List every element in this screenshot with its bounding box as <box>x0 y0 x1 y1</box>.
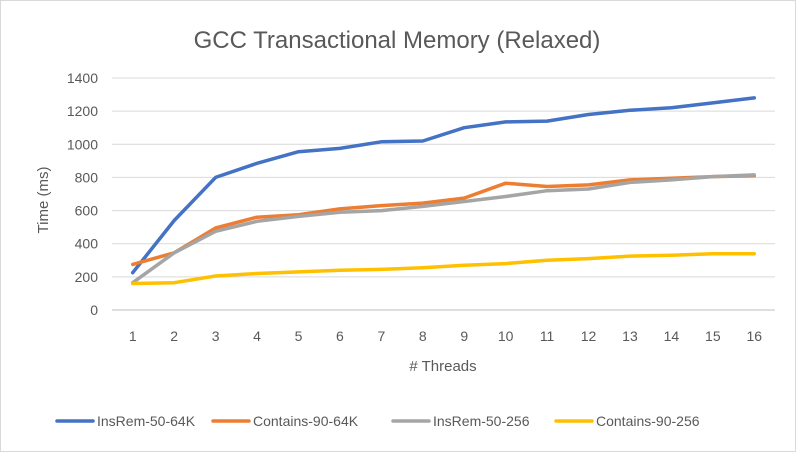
x-tick-label: 13 <box>622 328 638 344</box>
y-tick-label: 200 <box>75 269 99 285</box>
series-line-insrem-50-256 <box>130 173 757 285</box>
series-line-insrem-50-64k <box>130 96 757 275</box>
legend: InsRem-50-64K Contains-90-64K InsRem-50-25… <box>55 413 700 429</box>
x-axis-label: # Threads <box>409 358 476 375</box>
legend-label: Contains-90-256 <box>596 413 700 429</box>
chart-title: GCC Transactional Memory (Relaxed) <box>194 27 601 54</box>
x-tick-label: 3 <box>212 328 220 344</box>
legend-label: Contains-90-64K <box>253 413 359 429</box>
x-tick-label: 5 <box>295 328 303 344</box>
series-lines <box>130 96 757 286</box>
x-tick-label: 11 <box>540 328 555 344</box>
x-tick-label: 1 <box>129 328 137 344</box>
y-tick-label: 400 <box>75 236 99 252</box>
x-tick-label: 7 <box>377 328 385 344</box>
legend-label: InsRem-50-256 <box>433 413 530 429</box>
x-axis-ticks: 1 2 3 4 5 6 7 8 9 10 11 12 13 14 15 16 <box>129 328 762 344</box>
x-tick-label: 15 <box>705 328 721 344</box>
series-line-contains-90-64k <box>130 174 757 267</box>
y-axis-label: Time (ms) <box>35 167 52 234</box>
legend-label: InsRem-50-64K <box>97 413 196 429</box>
y-axis-ticks: 0 200 400 600 800 1000 1200 1400 <box>67 70 98 318</box>
x-tick-label: 12 <box>581 328 597 344</box>
x-tick-label: 14 <box>664 328 680 344</box>
y-tick-label: 1400 <box>67 70 98 86</box>
x-tick-label: 4 <box>253 328 261 344</box>
x-tick-label: 2 <box>170 328 178 344</box>
y-tick-label: 0 <box>90 302 98 318</box>
series-line-contains-90-256 <box>130 251 757 286</box>
x-tick-label: 9 <box>460 328 468 344</box>
y-tick-label: 600 <box>75 203 99 219</box>
x-tick-label: 8 <box>419 328 427 344</box>
x-tick-label: 16 <box>746 328 762 344</box>
x-tick-label: 10 <box>498 328 514 344</box>
y-tick-label: 1200 <box>67 103 98 119</box>
y-tick-label: 800 <box>75 169 99 185</box>
x-tick-label: 6 <box>336 328 344 344</box>
y-tick-label: 1000 <box>67 136 98 152</box>
